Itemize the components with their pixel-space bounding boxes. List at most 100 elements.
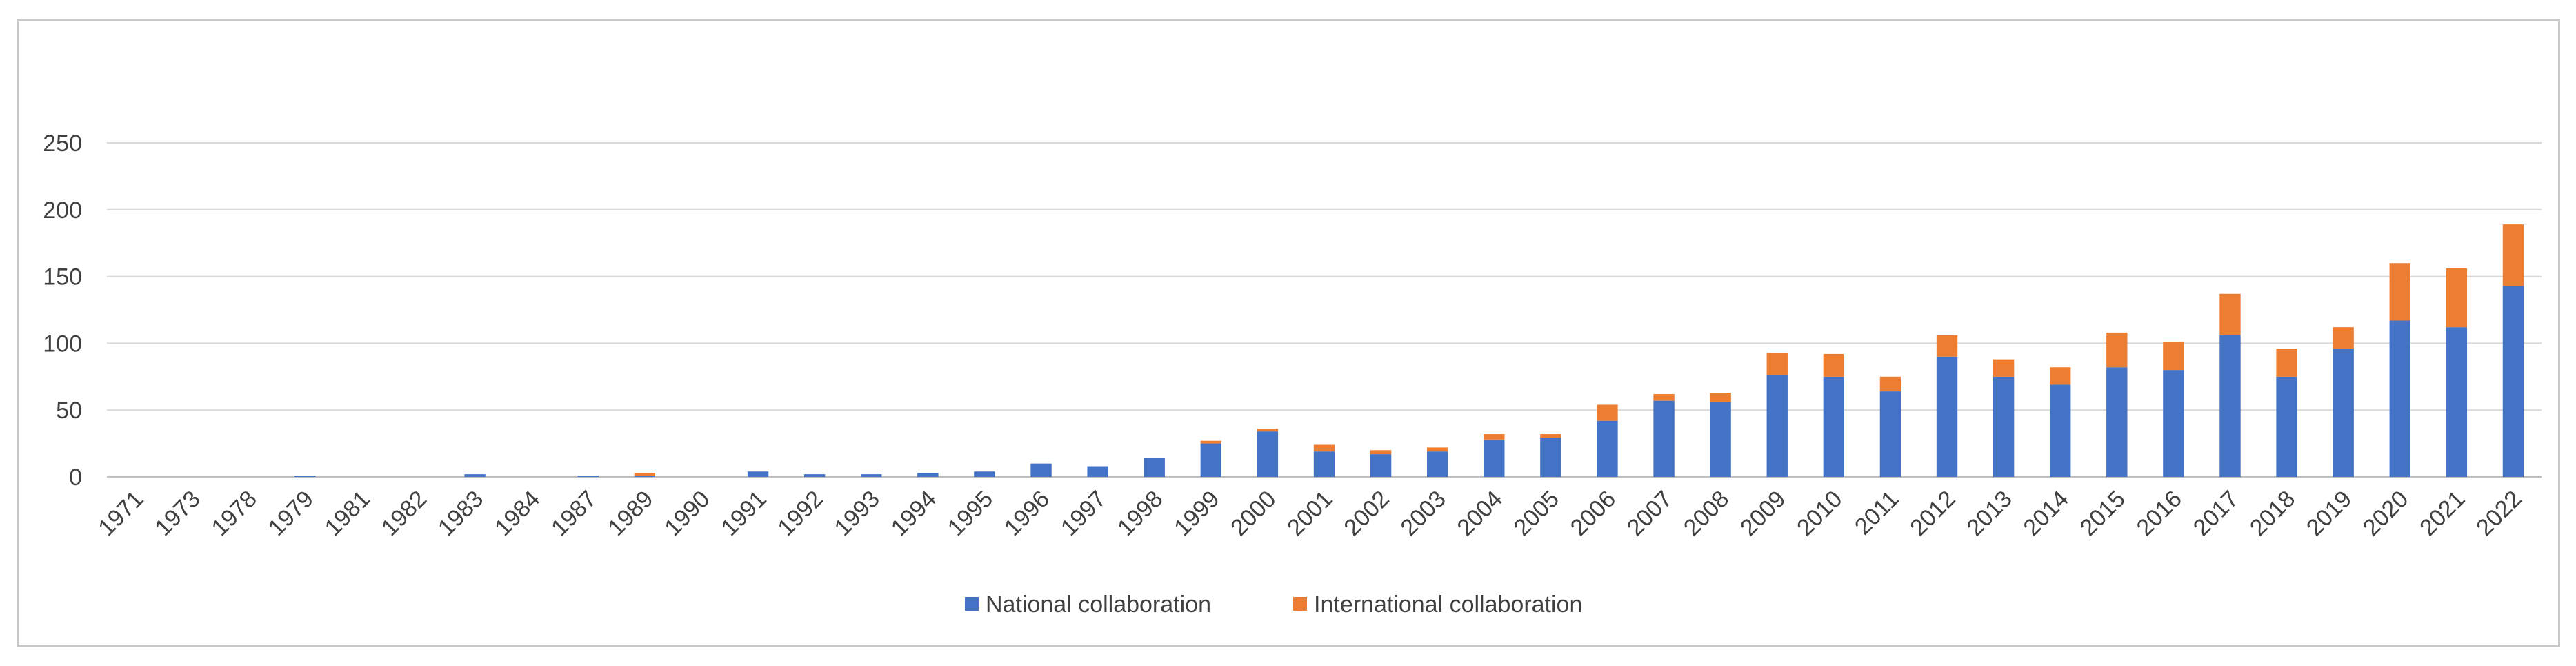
x-tick-label: 2009 [1735,486,1790,541]
bar-national-1989 [634,476,656,477]
bar-national-2004 [1484,439,1505,477]
x-tick-label: 2008 [1679,486,1734,541]
bar-national-2009 [1766,375,1788,477]
x-tick-label: 1994 [886,486,941,541]
x-tick-label: 1996 [999,486,1055,541]
legend: National collaboration International col… [965,591,1582,618]
x-tick-label: 1978 [207,486,262,541]
x-tick-label: 1989 [603,486,658,541]
bar-international-2013 [1993,359,2015,377]
bar-national-1999 [1200,443,1222,477]
bar-international-2003 [1426,447,1448,452]
bar-international-2009 [1766,352,1788,375]
bar-international-2002 [1370,450,1392,455]
x-tick-label: 2002 [1339,486,1394,541]
bar-national-2014 [2050,384,2071,477]
bar-international-2016 [2163,342,2184,371]
gridlines [107,142,2542,478]
bar-national-2010 [1823,376,1845,477]
bar-international-2015 [2106,332,2128,368]
x-tick-label: 1971 [93,486,148,541]
bar-international-2021 [2446,268,2468,328]
bar-national-1996 [1030,463,1052,477]
bar-international-2017 [2219,293,2241,335]
bar-international-2019 [2333,327,2354,349]
x-tick-label: 2006 [1566,486,1621,541]
bar-national-1994 [917,473,939,477]
bar-national-2017 [2219,335,2241,477]
x-tick-label: 1999 [1169,486,1224,541]
y-tick-label: 0 [69,464,82,491]
legend-swatch-national [965,597,979,611]
stacked-bar-chart: 0 50 100 150 200 250 1971 1973 1978 1979 1981 1982… [43,130,2542,618]
bar-international-2008 [1710,393,1731,402]
bar-national-2018 [2276,376,2297,477]
bar-international-2022 [2502,224,2524,286]
bar-international-2004 [1484,434,1505,440]
bar-national-1995 [974,471,995,477]
bar-national-1992 [803,474,826,477]
x-tick-label: 2007 [1622,486,1677,541]
bar-national-2005 [1540,438,1561,477]
y-tick-label: 150 [43,264,82,291]
bar-national-2013 [1993,376,2015,477]
bar-international-1999 [1200,440,1222,444]
bar-national-2016 [2163,370,2184,477]
x-tick-label: 1998 [1112,486,1168,541]
x-tick-label: 2014 [2019,486,2074,541]
x-tick-label: 2004 [1452,486,1508,541]
bar-international-2012 [1936,335,1958,357]
y-tick-label: 100 [43,331,82,357]
x-tick-label: 2012 [1905,486,1960,541]
x-tick-label: 2016 [2132,486,2187,541]
bar-national-2003 [1426,451,1448,477]
x-tick-label: 2020 [2358,486,2413,541]
bar-national-2008 [1710,402,1731,477]
x-tick-label: 2019 [2302,486,2357,541]
x-tick-label: 1979 [263,486,319,541]
x-tick-label: 1993 [830,486,885,541]
bar-international-1989 [634,473,656,476]
bar-international-2018 [2276,349,2297,377]
y-tick-label: 250 [43,130,82,157]
bar-national-2011 [1879,391,1901,477]
bar-national-1979 [294,476,316,477]
x-tick-label: 2021 [2415,486,2470,541]
bar-international-2011 [1879,376,1901,392]
x-tick-label: 2001 [1282,486,1337,541]
x-tick-label: 2022 [2471,486,2526,541]
bar-national-2006 [1597,420,1618,477]
legend-label-national: National collaboration [986,591,1211,618]
bar-international-2020 [2389,263,2410,321]
x-tick-label: 1992 [772,486,828,541]
x-tick-label: 2017 [2188,486,2244,541]
x-tick-label: 2010 [1792,486,1847,541]
x-tick-label: 1990 [659,486,715,541]
x-tick-label: 2013 [1961,486,2017,541]
y-tick-label: 50 [56,398,82,424]
x-tick-label: 2018 [2245,486,2300,541]
bar-international-2007 [1653,393,1675,401]
x-tick-label: 2015 [2075,486,2130,541]
x-tick-label: 1987 [546,486,601,541]
x-tick-label: 1982 [377,486,432,541]
x-tick-label: 1973 [150,486,205,541]
y-tick-label: 200 [43,197,82,224]
bar-national-2007 [1653,400,1675,477]
legend-label-international: International collaboration [1314,591,1582,618]
bar-national-2002 [1370,454,1392,477]
bar-national-1998 [1144,458,1165,477]
x-tick-label: 1995 [943,486,998,541]
bar-international-2005 [1540,434,1561,438]
x-tick-label: 1981 [320,486,375,541]
chart-frame: 0 50 100 150 200 250 1971 1973 1978 1979 1981 1982… [17,19,2560,647]
x-tick-label: 2003 [1395,486,1450,541]
bar-national-1993 [861,474,882,477]
bar-national-2012 [1936,356,1958,477]
bar-international-2010 [1823,353,1845,377]
bar-national-2020 [2389,320,2410,477]
x-tick-label: 2011 [1850,486,1904,540]
bar-national-2019 [2333,349,2354,477]
x-axis-ticks: 1971 1973 1978 1979 1981 1982 1983 1984 1987 1989… [93,486,2526,541]
bar-national-1987 [577,476,599,477]
